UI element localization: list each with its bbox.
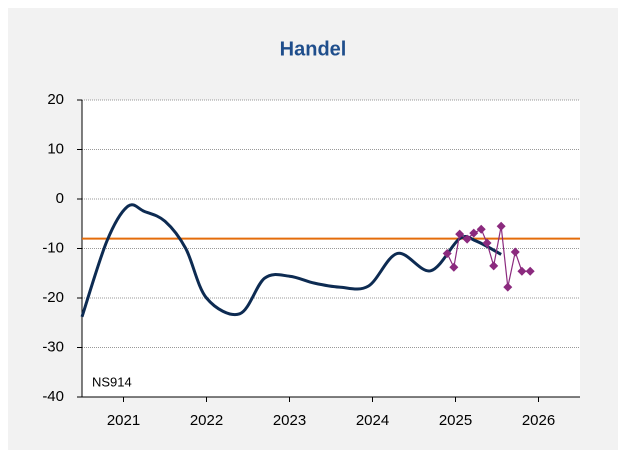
marker: [489, 261, 499, 271]
x-tick-label: 2021: [107, 412, 140, 429]
x-tick-label: 2023: [273, 412, 306, 429]
marker: [469, 228, 479, 238]
marker: [525, 266, 535, 276]
x-tick-label: 2024: [356, 412, 389, 429]
y-tick-label: -10: [42, 239, 64, 256]
marker: [482, 238, 492, 248]
y-tick-label: 0: [56, 190, 64, 207]
marker: [496, 221, 506, 231]
y-tick-label: 10: [47, 140, 64, 157]
marker: [449, 262, 459, 272]
marker: [462, 234, 472, 244]
x-tick-label: 2026: [522, 412, 555, 429]
annotation: NS914: [92, 374, 132, 389]
marker: [510, 247, 520, 257]
y-tick-label: -20: [42, 289, 64, 306]
marker: [455, 229, 465, 239]
marker: [517, 266, 527, 276]
y-tick-label: -30: [42, 338, 64, 355]
chart-title: Handel: [280, 38, 347, 60]
marker: [503, 282, 513, 292]
x-tick-label: 2025: [439, 412, 472, 429]
marker: [476, 224, 486, 234]
marker: [442, 248, 452, 258]
y-tick-label: 20: [47, 91, 64, 108]
y-tick-label: -40: [42, 388, 64, 405]
x-tick-label: 2022: [190, 412, 223, 429]
series-line: [80, 203, 502, 318]
